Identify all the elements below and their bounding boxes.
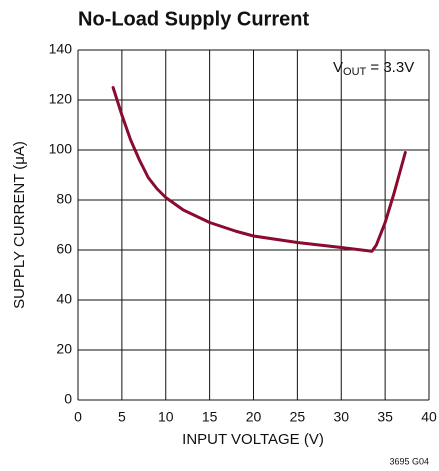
y-axis-label: SUPPLY CURRENT (μA) — [11, 141, 28, 309]
x-tick-label: 15 — [202, 409, 218, 425]
line-series — [111, 86, 407, 253]
annotation-sub: OUT — [343, 66, 367, 78]
x-tick-label: 10 — [158, 409, 174, 425]
y-tick-label: 0 — [64, 391, 72, 407]
annotation: VOUT = 3.3V — [333, 59, 414, 78]
x-tick-label: 30 — [333, 409, 349, 425]
y-tick-label: 100 — [49, 141, 73, 157]
x-tick-label: 40 — [421, 409, 437, 425]
y-tick-label: 80 — [56, 191, 72, 207]
x-tick-label: 35 — [377, 409, 393, 425]
annotation-main: V — [333, 59, 343, 76]
y-tick-label: 120 — [49, 91, 73, 107]
x-tick-label: 5 — [118, 409, 126, 425]
x-tick-label: 25 — [290, 409, 306, 425]
y-tick-label: 20 — [56, 341, 72, 357]
y-tick-label: 140 — [49, 41, 73, 57]
annotation-rest: = 3.3V — [366, 59, 414, 76]
y-tick-label: 40 — [56, 291, 72, 307]
x-axis-label: INPUT VOLTAGE (V) — [182, 431, 324, 448]
x-tick-label: 20 — [246, 409, 262, 425]
x-tick-label: 0 — [74, 409, 82, 425]
y-tick-label: 60 — [56, 241, 72, 257]
footnote: 3695 G04 — [389, 456, 429, 466]
chart-title: No-Load Supply Current — [78, 8, 309, 30]
